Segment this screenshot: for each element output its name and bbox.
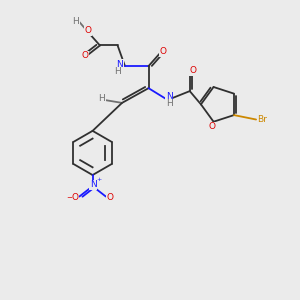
Text: N: N	[90, 180, 97, 189]
Text: H: H	[114, 68, 120, 76]
Text: +: +	[96, 177, 102, 182]
Text: −: −	[66, 195, 72, 201]
Text: Br: Br	[258, 115, 268, 124]
Text: O: O	[71, 194, 78, 202]
Text: O: O	[160, 47, 167, 56]
Text: N: N	[166, 92, 172, 101]
Text: H: H	[166, 99, 172, 108]
Text: H: H	[98, 94, 105, 103]
Text: O: O	[85, 26, 92, 35]
Text: H: H	[72, 17, 79, 26]
Text: O: O	[81, 51, 88, 60]
Text: O: O	[190, 66, 197, 75]
Text: O: O	[208, 122, 216, 131]
Text: N: N	[116, 59, 123, 68]
Text: O: O	[107, 194, 114, 202]
